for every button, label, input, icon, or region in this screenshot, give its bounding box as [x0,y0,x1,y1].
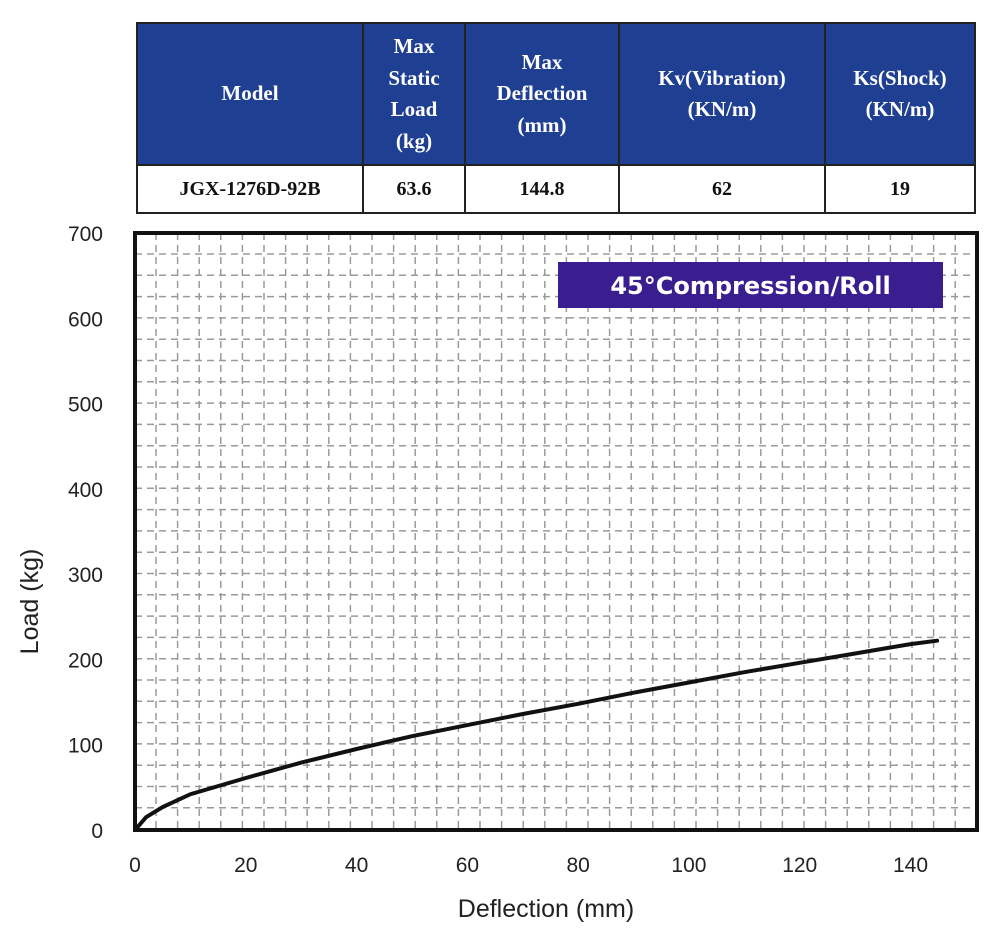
header-model: Model [136,22,364,166]
x-tick-label: 100 [671,854,706,877]
x-tick-label: 60 [456,854,479,877]
spec-table: Model Max Static Load (kg) Max Deflectio… [136,22,976,214]
x-tick-label: 140 [893,854,928,877]
y-tick-label: 300 [68,564,103,587]
load-deflection-curve [133,638,940,832]
header-ks-shock: Ks(Shock) (KN/m) [824,22,976,166]
y-tick-label: 700 [68,223,103,246]
header-kv-vibration: Kv(Vibration) (KN/m) [618,22,826,166]
y-tick-label: 400 [68,479,103,502]
x-tick-label: 40 [345,854,368,877]
y-tick-label: 200 [68,649,103,672]
header-max-deflection: Max Deflection (mm) [464,22,620,166]
spec-table-header-row: Model Max Static Load (kg) Max Deflectio… [136,22,976,166]
x-axis-title: Deflection (mm) [458,895,634,923]
y-axis-title: Load (kg) [16,549,44,655]
x-tick-label: 120 [782,854,817,877]
x-tick-label: 20 [234,854,257,877]
cell-kv: 62 [618,164,826,214]
header-max-static-load: Max Static Load (kg) [362,22,466,166]
x-tick-label: 0 [129,854,141,877]
badge-background [558,262,943,308]
cell-model: JGX-1276D-92B [136,164,364,214]
y-tick-label: 600 [68,308,103,331]
y-tick-label: 0 [91,820,103,843]
cell-ks: 19 [824,164,976,214]
chart-grid [135,233,978,830]
x-tick-label: 80 [566,854,589,877]
y-tick-label: 500 [68,394,103,417]
spec-table-row: JGX-1276D-92B 63.6 144.8 62 19 [136,164,976,214]
cell-max-static-load: 63.6 [362,164,466,214]
axis-ticks: 0 20 40 60 80 100 120 140 0 100 200 300 400 500 600 700 [68,223,928,877]
badge-label: 45°Compression/Roll [610,272,890,300]
chart-badge: 45°Compression/Roll [558,262,943,308]
y-tick-label: 100 [68,735,103,758]
plot-frame [133,231,979,832]
cell-max-deflection: 144.8 [464,164,620,214]
